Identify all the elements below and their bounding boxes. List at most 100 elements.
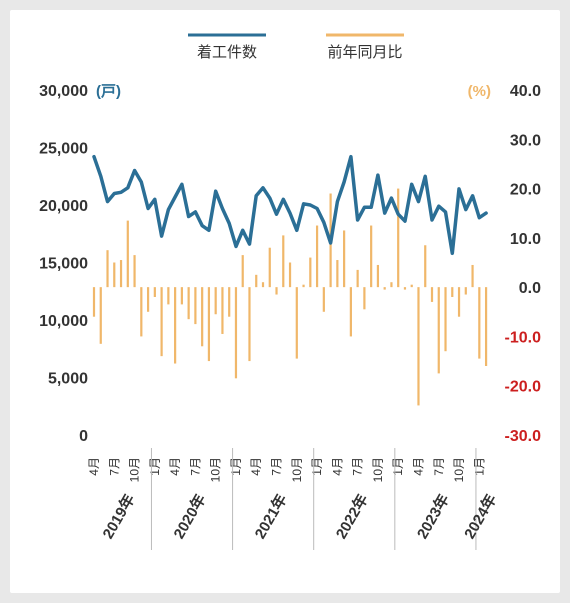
x-month-tick: 7月 bbox=[107, 457, 121, 476]
yoy-bar bbox=[383, 287, 386, 290]
yoy-bar bbox=[113, 262, 116, 288]
yoy-bar bbox=[471, 264, 474, 288]
x-month-label: 1月 bbox=[472, 457, 486, 476]
x-month-label: 10月 bbox=[290, 457, 304, 482]
legend: 着工件数 前年同月比 bbox=[188, 33, 404, 61]
yoy-bar bbox=[228, 287, 231, 317]
x-month-tick: 4月 bbox=[330, 457, 344, 476]
left-tick-label: 10,000 bbox=[39, 313, 88, 330]
x-month-tick: 7月 bbox=[270, 457, 284, 476]
x-month-tick: 4月 bbox=[87, 457, 101, 476]
yoy-bar bbox=[403, 287, 407, 290]
x-month-label: 7月 bbox=[270, 457, 284, 476]
yoy-bar bbox=[92, 287, 96, 317]
x-month-label: 7月 bbox=[188, 457, 202, 476]
x-month-label: 4月 bbox=[330, 457, 344, 476]
yoy-bar bbox=[174, 287, 177, 364]
left-tick-label: 25,000 bbox=[39, 141, 88, 158]
x-month-tick: 4月 bbox=[249, 457, 263, 476]
right-tick-label: -20.0 bbox=[505, 379, 542, 396]
x-month-tick: 1月 bbox=[472, 457, 486, 476]
yoy-bar bbox=[295, 287, 298, 359]
yoy-bar bbox=[397, 188, 400, 288]
x-month-tick: 1月 bbox=[391, 457, 405, 476]
x-month-label: 1月 bbox=[391, 457, 405, 476]
x-month-label: 4月 bbox=[87, 457, 101, 476]
yoy-bar bbox=[194, 287, 197, 325]
right-tick-label: 40.0 bbox=[510, 83, 541, 100]
x-year-tick: 2024年 bbox=[460, 491, 500, 542]
yoy-bar bbox=[478, 287, 481, 359]
yoy-bar bbox=[207, 287, 211, 362]
right-axis-unit: (%) bbox=[468, 83, 491, 100]
x-month-label: 4月 bbox=[411, 457, 425, 476]
yoy-bar bbox=[255, 274, 258, 288]
x-month-tick: 4月 bbox=[411, 457, 425, 476]
yoy-bar bbox=[464, 287, 467, 295]
yoy-bar bbox=[370, 225, 373, 288]
x-month-tick: 10月 bbox=[290, 457, 304, 482]
x-month-label: 10月 bbox=[452, 457, 466, 482]
yoy-bar bbox=[167, 287, 170, 305]
left-tick-label: 30,000 bbox=[39, 83, 88, 100]
left-tick-label: 15,000 bbox=[39, 256, 88, 273]
yoy-bar bbox=[437, 287, 440, 374]
yoy-bar bbox=[160, 287, 163, 357]
left-tick-label: 5,000 bbox=[48, 371, 88, 388]
right-tick-label: 10.0 bbox=[510, 231, 541, 248]
yoy-bar bbox=[288, 262, 292, 288]
x-month-tick: 7月 bbox=[432, 457, 446, 476]
yoy-bar bbox=[410, 284, 413, 288]
x-year-tick: 2022年 bbox=[332, 491, 372, 542]
right-tick-label: 0.0 bbox=[519, 280, 541, 297]
left-axis-unit: (戸) bbox=[96, 83, 121, 100]
yoy-bar bbox=[268, 247, 271, 288]
x-month-label: 1月 bbox=[310, 457, 324, 476]
yoy-bar bbox=[349, 287, 352, 337]
legend-label-starts: 着工件数 bbox=[197, 44, 257, 61]
yoy-bar bbox=[282, 235, 285, 288]
x-month-label: 1月 bbox=[148, 457, 162, 476]
x-year-tick: 2020年 bbox=[170, 491, 210, 542]
yoy-bar bbox=[261, 282, 265, 288]
yoy-bar bbox=[363, 287, 366, 310]
x-month-tick: 1月 bbox=[229, 457, 243, 476]
x-month-label: 10月 bbox=[128, 457, 142, 482]
yoy-bar bbox=[390, 282, 393, 288]
x-month-label: 4月 bbox=[249, 457, 263, 476]
x-month-tick: 7月 bbox=[188, 457, 202, 476]
yoy-bar bbox=[417, 287, 420, 406]
yoy-bar bbox=[309, 257, 312, 288]
x-year-label: 2020年 bbox=[170, 491, 210, 542]
yoy-bars bbox=[92, 188, 488, 406]
yoy-bar bbox=[187, 287, 190, 320]
starts-line bbox=[92, 154, 488, 256]
yoy-bar bbox=[302, 284, 305, 288]
x-year-label: 2021年 bbox=[251, 491, 291, 542]
right-axis-ticks: 40.0 30.0 20.0 10.0 0.0 -10.0 -20.0 -30.0 bbox=[505, 83, 542, 445]
right-tick-label: -10.0 bbox=[505, 329, 542, 346]
yoy-bar bbox=[140, 287, 143, 337]
yoy-bar bbox=[444, 287, 447, 352]
x-month-tick: 10月 bbox=[452, 457, 466, 482]
yoy-bar bbox=[457, 287, 461, 317]
yoy-bar bbox=[221, 287, 224, 334]
yoy-bar bbox=[133, 255, 136, 288]
yoy-bar bbox=[376, 264, 380, 288]
x-year-label: 2024年 bbox=[460, 491, 500, 542]
x-year-label: 2019年 bbox=[99, 491, 139, 542]
yoy-bar bbox=[234, 287, 238, 379]
yoy-bar bbox=[126, 220, 129, 288]
yoy-bar bbox=[315, 225, 319, 288]
x-month-label: 7月 bbox=[351, 457, 365, 476]
left-tick-label: 20,000 bbox=[39, 198, 88, 215]
x-year-label: 2022年 bbox=[332, 491, 372, 542]
x-month-tick: 1月 bbox=[310, 457, 324, 476]
x-month-tick: 10月 bbox=[209, 457, 223, 482]
left-tick-label: 0 bbox=[79, 428, 88, 445]
yoy-bar bbox=[119, 260, 123, 288]
x-year-tick: 2019年 bbox=[99, 491, 139, 542]
yoy-bar bbox=[484, 287, 488, 366]
x-axis: 4月 7月 10月 2019年 1月 4月 7月 10月 2020年 1月 4月 7月 10月 2021年… bbox=[87, 448, 500, 550]
right-tick-label: -30.0 bbox=[505, 428, 542, 445]
